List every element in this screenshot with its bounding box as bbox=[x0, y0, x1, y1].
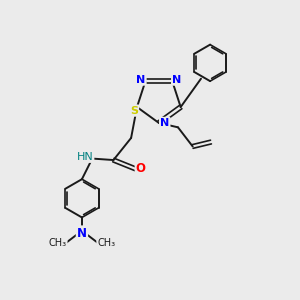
Text: CH₃: CH₃ bbox=[97, 238, 116, 248]
Text: N: N bbox=[160, 118, 169, 128]
Text: HN: HN bbox=[76, 152, 93, 162]
Text: N: N bbox=[77, 226, 87, 240]
Text: N: N bbox=[136, 75, 146, 85]
Text: S: S bbox=[130, 106, 138, 116]
Text: N: N bbox=[172, 75, 182, 85]
Text: O: O bbox=[136, 162, 146, 176]
Text: CH₃: CH₃ bbox=[48, 238, 67, 248]
